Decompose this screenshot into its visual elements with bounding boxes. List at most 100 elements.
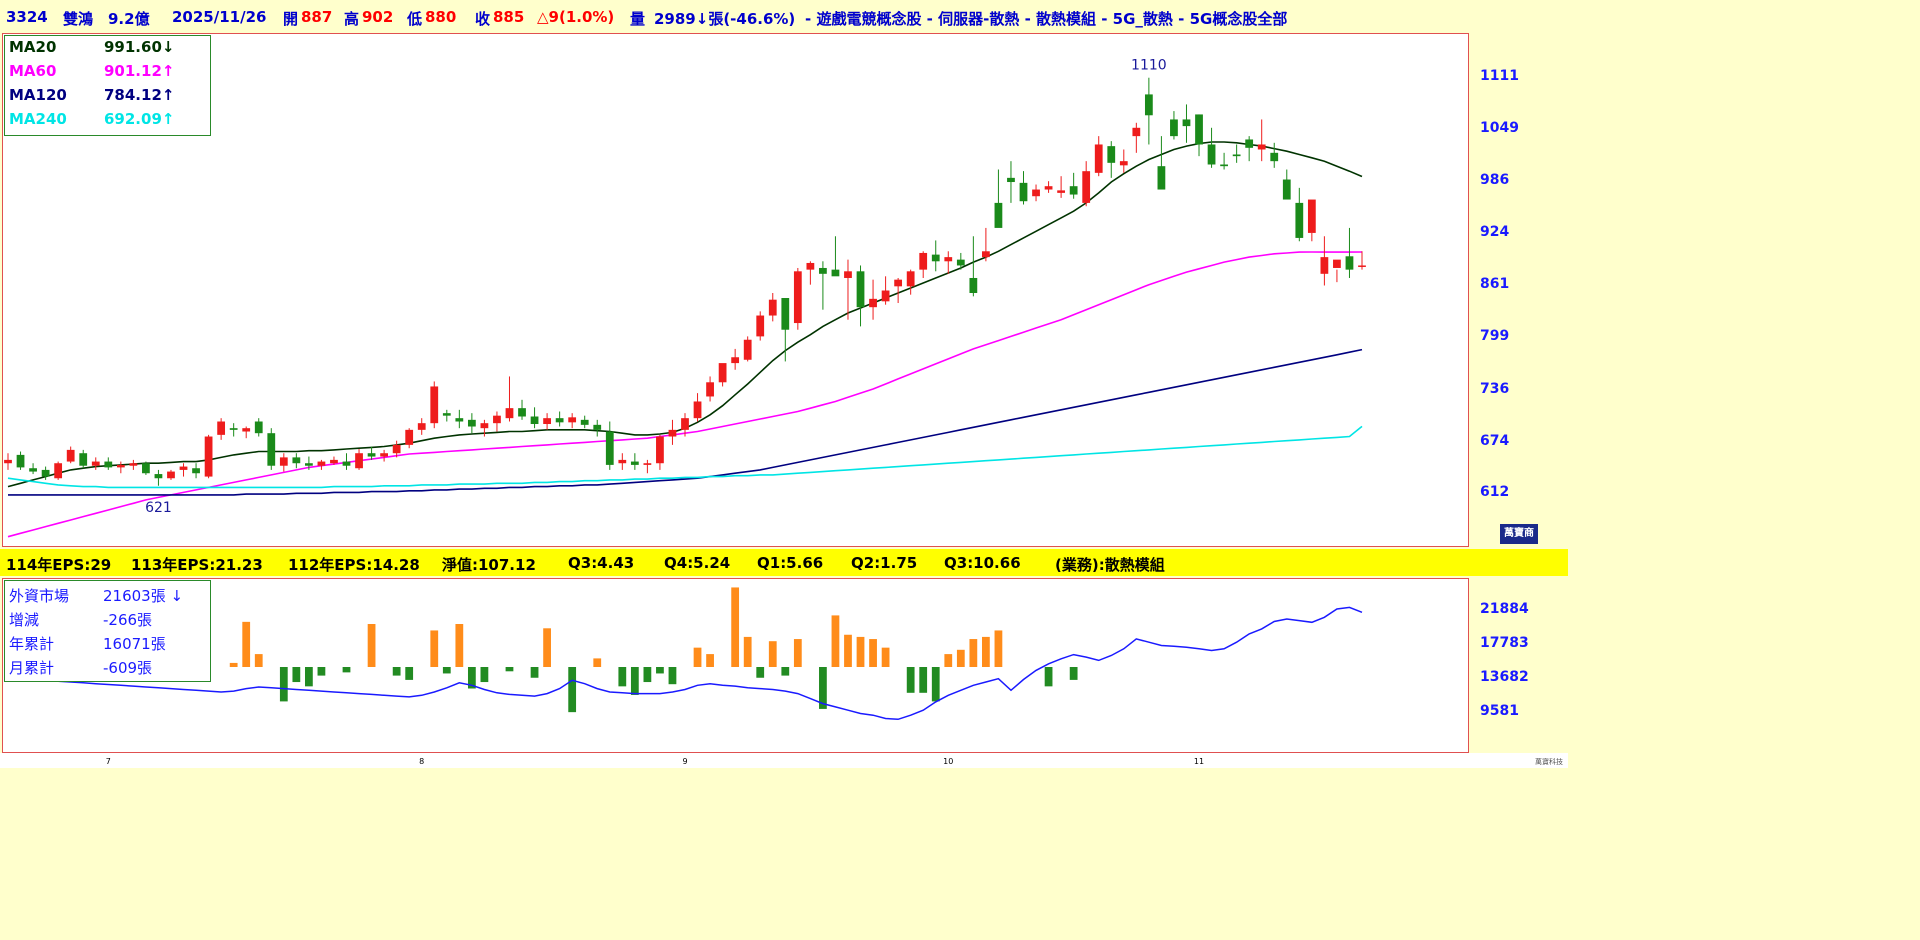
candle-body [392, 444, 401, 454]
candle-body [4, 459, 12, 464]
annotation-high: 1110 [1131, 58, 1167, 74]
foreign-market-row: 外資市場 21603張 ↓ [9, 585, 183, 606]
foreign-flow-bar [455, 624, 464, 667]
foreign-flow-bar [442, 667, 451, 674]
candle-body [831, 269, 840, 277]
price-tick-label: 861 [1480, 276, 1510, 293]
candle-body [493, 415, 501, 424]
foreign-flow-bar [743, 636, 752, 667]
price-tick-label: 986 [1480, 172, 1510, 189]
candle-body [505, 408, 514, 419]
candle-body [1170, 119, 1178, 137]
candle-body [305, 463, 313, 466]
foreign-flow-bar [242, 621, 251, 667]
foreign-mtd-row: 月累計 -609張 [9, 657, 152, 678]
ma240-value: 692.09↑ [104, 110, 175, 128]
candle-body [367, 453, 376, 457]
candle-body [706, 382, 714, 397]
candle-body [167, 471, 175, 479]
price-tick-label: 924 [1480, 223, 1510, 240]
foreign-tick-label: 9581 [1480, 703, 1519, 719]
price-tick-label: 736 [1480, 380, 1510, 397]
foreign-flow-bar [342, 667, 351, 673]
open-value: 887 [301, 8, 333, 26]
ma-line-ma60 [7, 251, 1363, 538]
q3a-eps: Q3:4.43 [568, 554, 635, 572]
candle-body [605, 431, 614, 465]
ma20-label: MA20 [9, 38, 57, 56]
candle-body [1032, 189, 1040, 197]
foreign-flow-bar [317, 667, 326, 676]
month-label: 7 [106, 757, 111, 766]
candle-body [806, 262, 815, 270]
chart-svg: 1110 621 7 8 9 10 11 [4, 58, 1366, 766]
candle-body [718, 363, 727, 383]
candle-body [743, 339, 752, 360]
candle-body [66, 449, 75, 462]
candle-body [1119, 161, 1128, 166]
candle-body [869, 298, 877, 308]
foreign-flow-bar [467, 667, 476, 689]
candle-body [781, 298, 790, 330]
candle-body [518, 408, 526, 417]
candle-body [1307, 199, 1316, 233]
foreign-flow-bar [1044, 667, 1053, 687]
candle-body [480, 423, 489, 429]
candle-body [931, 254, 940, 262]
brand-credit: 萬寶科技 [1535, 758, 1563, 766]
foreign-tick-label: 17783 [1480, 634, 1529, 651]
foreign-holding-line [7, 606, 1363, 721]
candle-body [969, 277, 978, 294]
candle-body [1270, 152, 1279, 162]
foreign-tick-label: 13682 [1480, 669, 1529, 685]
eps-bar: 114年EPS:29 113年EPS:21.23 112年EPS:14.28 淨… [0, 549, 1568, 576]
foreign-flow-bar [405, 667, 414, 680]
candle-body [1044, 186, 1053, 190]
foreign-ytd-label: 年累計 [9, 635, 55, 653]
foreign-flow-bar [543, 628, 551, 667]
price-tick-label: 674 [1480, 432, 1510, 449]
ma-line-ma240 [7, 425, 1363, 489]
candle-body [580, 419, 589, 425]
candle-body [1320, 257, 1329, 274]
concept-tags: - 遊戲電競概念股 - 伺服器-散熱 - 散熱模組 - 5G_散熱 - 5G概念… [805, 10, 1288, 28]
ma240-row: MA240 692.09↑ [9, 110, 174, 128]
low-value: 880 [425, 8, 457, 26]
candle-body [179, 466, 188, 470]
close-label: 收 [475, 10, 491, 28]
candle-body [442, 413, 451, 416]
candle-body [292, 457, 301, 464]
candle-body [1132, 127, 1141, 137]
brand-logo: 萬寶商 [1500, 524, 1538, 544]
q2-eps: Q2:1.75 [851, 554, 918, 572]
ma120-label: MA120 [9, 86, 67, 104]
foreign-flow-bar [668, 667, 677, 685]
candle-body [267, 433, 276, 466]
foreign-flow-bar [931, 667, 940, 702]
candle-body [731, 357, 740, 364]
volume-label: 量 [630, 10, 646, 28]
quote-date: 2025/11/26 [172, 8, 267, 26]
foreign-change-row: 增減 -266張 [9, 609, 152, 630]
price-tick-label: 799 [1480, 328, 1510, 345]
candle-body [643, 463, 652, 465]
candle-body [793, 271, 802, 324]
candle-body [91, 461, 100, 466]
price-chart-panel[interactable] [2, 33, 1469, 547]
candle-body [154, 474, 163, 479]
foreign-legend: 外資市場 21603張 ↓ 增減 -266張 年累計 16071張 月累計 -6… [4, 580, 211, 682]
foreign-flow-bar [756, 667, 765, 678]
foreign-flow-bar [480, 667, 489, 683]
candle-body [1182, 119, 1191, 127]
net-value: 淨值:107.12 [442, 556, 536, 574]
candle-body [1094, 144, 1103, 173]
candle-body [192, 468, 200, 474]
candle-body [455, 418, 464, 422]
candle-body [894, 279, 903, 287]
foreign-flow-bar [856, 636, 865, 667]
foreign-flow-bar [254, 654, 263, 667]
candle-body [54, 463, 63, 479]
candle-body [1295, 202, 1304, 238]
month-label: 9 [682, 757, 687, 766]
candle-body [204, 436, 213, 477]
